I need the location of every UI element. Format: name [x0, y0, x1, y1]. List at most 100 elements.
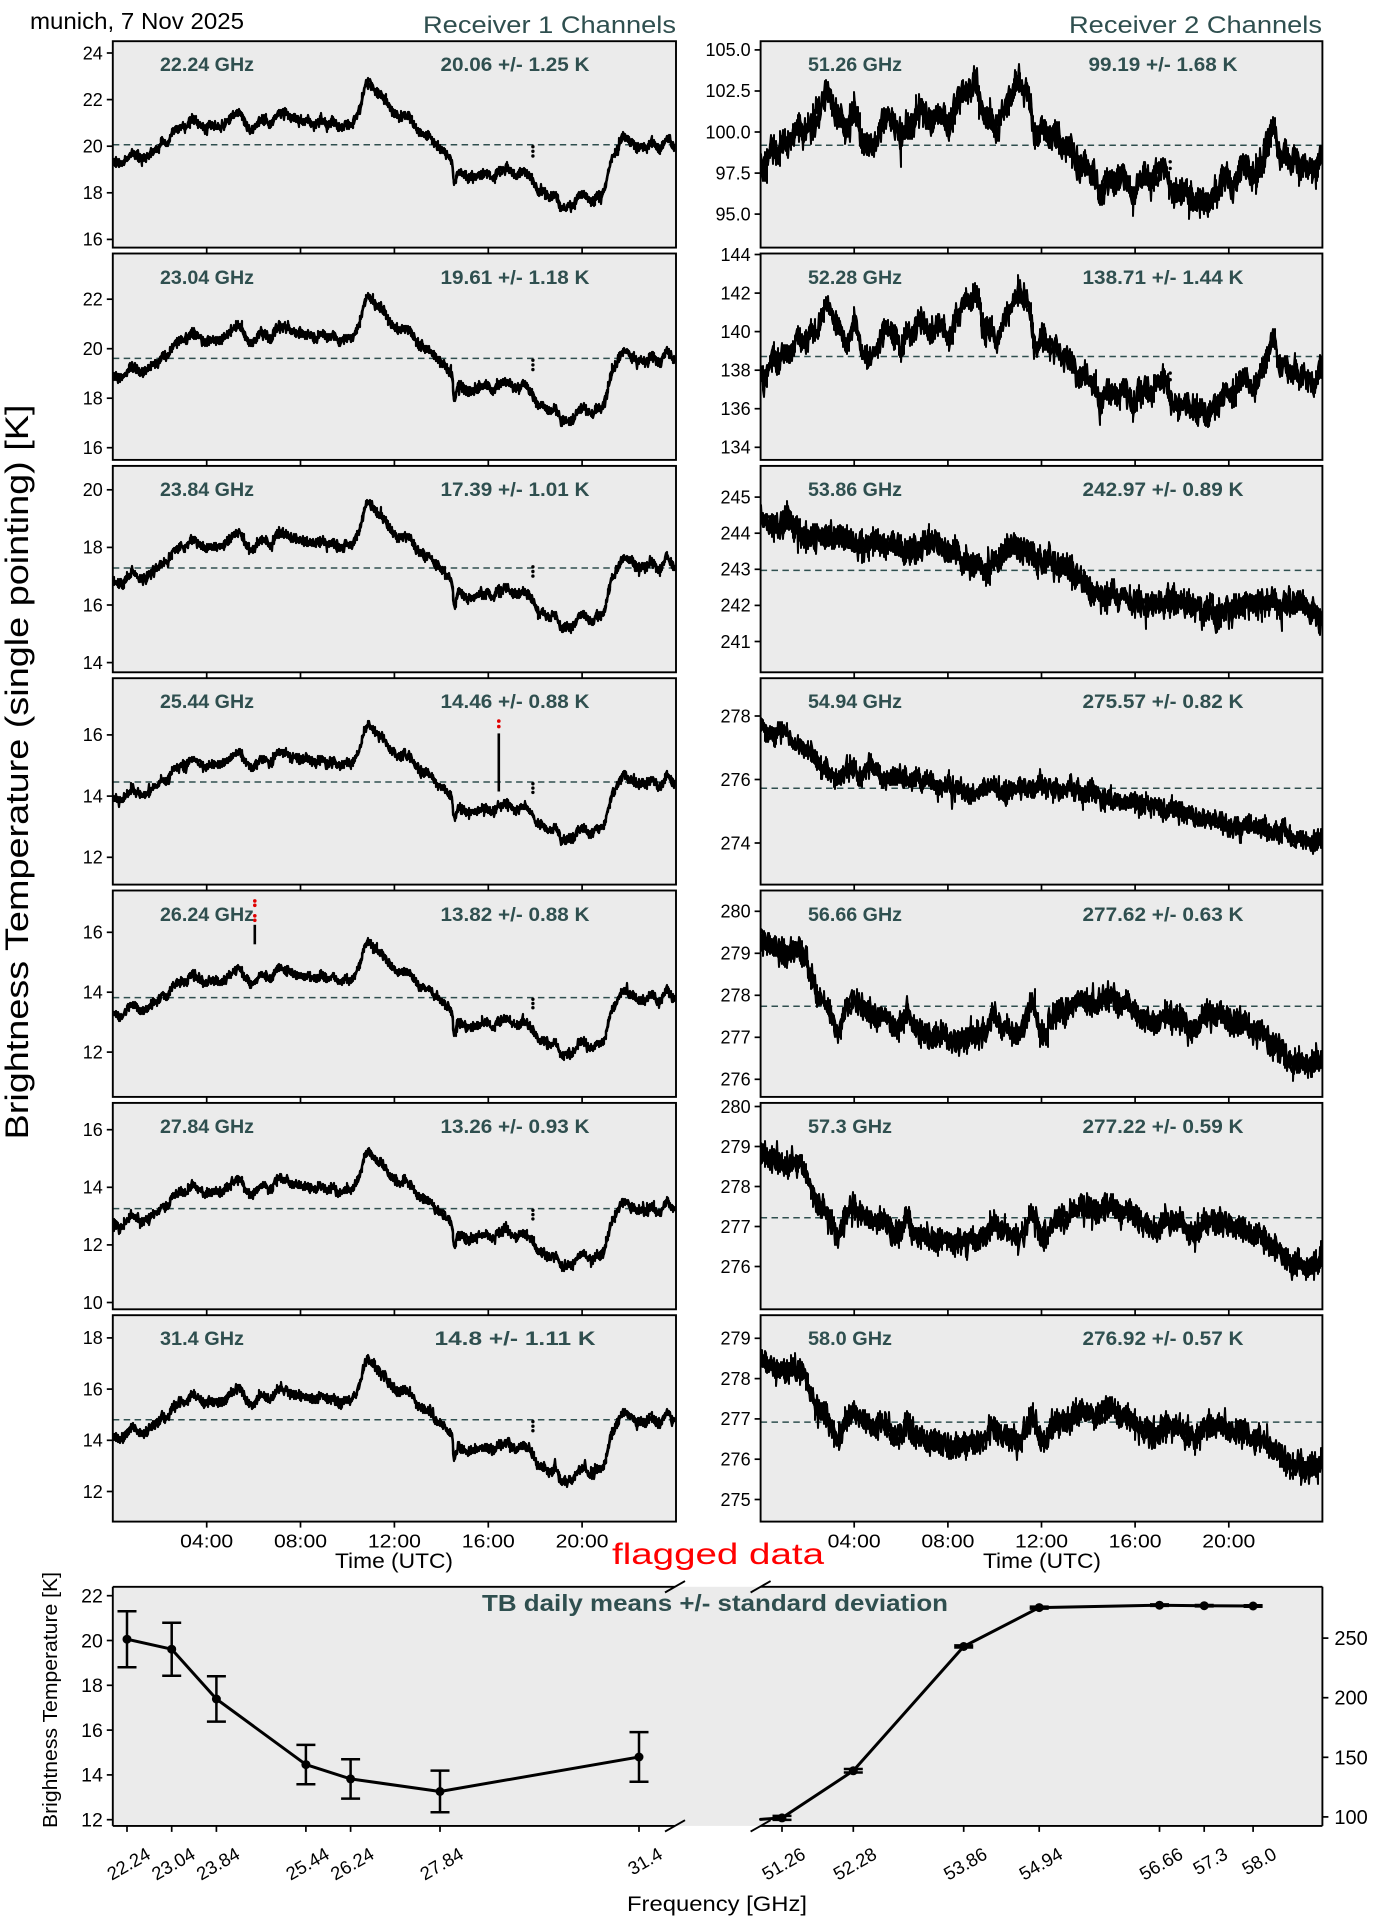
svg-text:14: 14: [83, 653, 103, 673]
svg-text:276: 276: [721, 1070, 751, 1090]
svg-text:277.22 +/- 0.59 K: 277.22 +/- 0.59 K: [1083, 1117, 1244, 1138]
svg-text:53.86 GHz: 53.86 GHz: [808, 480, 902, 501]
svg-text:20:00: 20:00: [1202, 1532, 1255, 1552]
svg-text:16: 16: [83, 230, 103, 250]
svg-text:100.0: 100.0: [706, 122, 751, 142]
svg-text:136: 136: [721, 399, 751, 419]
svg-text:14: 14: [81, 1765, 103, 1787]
svg-text:280: 280: [721, 1097, 751, 1117]
svg-text:138.71 +/- 1.44 K: 138.71 +/- 1.44 K: [1083, 268, 1244, 289]
svg-text:16: 16: [83, 1379, 103, 1399]
svg-text:22.24 GHz: 22.24 GHz: [160, 55, 254, 76]
svg-text:279: 279: [721, 1329, 751, 1349]
svg-text:18: 18: [83, 389, 103, 409]
svg-text:18: 18: [81, 1675, 103, 1697]
svg-text:244: 244: [721, 524, 751, 544]
svg-text:58.0 GHz: 58.0 GHz: [808, 1329, 892, 1350]
svg-text:13.82 +/- 0.88 K: 13.82 +/- 0.88 K: [441, 905, 590, 926]
svg-text:Time (UTC): Time (UTC): [983, 1550, 1101, 1573]
svg-text:08:00: 08:00: [921, 1532, 974, 1552]
svg-text:Receiver 2 Channels: Receiver 2 Channels: [1069, 12, 1322, 39]
svg-text:277: 277: [721, 1028, 751, 1048]
svg-text:241: 241: [721, 632, 751, 652]
svg-text:24: 24: [83, 43, 103, 63]
svg-text:97.5: 97.5: [716, 163, 751, 183]
svg-text:16:00: 16:00: [462, 1532, 515, 1552]
svg-text:19.61 +/- 1.18 K: 19.61 +/- 1.18 K: [441, 268, 590, 289]
svg-text:16: 16: [83, 725, 103, 745]
svg-text:12: 12: [83, 1042, 103, 1062]
svg-text:102.5: 102.5: [706, 81, 751, 101]
svg-text:16: 16: [83, 1120, 103, 1140]
svg-text:242.97 +/- 0.89 K: 242.97 +/- 0.89 K: [1083, 480, 1244, 501]
svg-text:200: 200: [1334, 1688, 1367, 1710]
svg-text:279: 279: [721, 944, 751, 964]
svg-text:276.92 +/- 0.57 K: 276.92 +/- 0.57 K: [1083, 1329, 1244, 1350]
svg-text:16: 16: [81, 1720, 103, 1742]
svg-text:23.04 GHz: 23.04 GHz: [160, 268, 254, 289]
svg-text:12:00: 12:00: [1015, 1532, 1068, 1552]
svg-text:14: 14: [83, 786, 103, 806]
svg-text:20: 20: [83, 339, 103, 359]
svg-text:275.57 +/- 0.82 K: 275.57 +/- 0.82 K: [1083, 692, 1244, 713]
svg-text:243: 243: [721, 560, 751, 580]
svg-text:12: 12: [83, 1482, 103, 1502]
svg-text:14: 14: [83, 1431, 103, 1451]
svg-text:278: 278: [721, 1369, 751, 1389]
svg-text:245: 245: [721, 487, 751, 507]
svg-text:12: 12: [83, 848, 103, 868]
svg-text:144: 144: [721, 245, 751, 265]
svg-text:08:00: 08:00: [274, 1532, 327, 1552]
svg-text:12:00: 12:00: [368, 1532, 421, 1552]
svg-text:276: 276: [721, 770, 751, 790]
svg-text:16: 16: [83, 595, 103, 615]
svg-text:150: 150: [1334, 1747, 1367, 1769]
svg-text:276: 276: [721, 1450, 751, 1470]
svg-text:31.4 GHz: 31.4 GHz: [160, 1329, 244, 1350]
svg-text:25.44 GHz: 25.44 GHz: [160, 692, 254, 713]
svg-text:52.28 GHz: 52.28 GHz: [808, 268, 902, 289]
svg-text:20: 20: [83, 480, 103, 500]
svg-text:Frequency [GHz]: Frequency [GHz]: [627, 1893, 807, 1916]
svg-text:134: 134: [721, 438, 751, 458]
svg-text:274: 274: [721, 833, 751, 853]
svg-text:18: 18: [83, 1328, 103, 1348]
svg-text:Brightness Temperature [K]: Brightness Temperature [K]: [40, 1572, 62, 1828]
svg-text:16:00: 16:00: [1109, 1532, 1162, 1552]
svg-text:278: 278: [721, 986, 751, 1006]
svg-text:12: 12: [81, 1810, 103, 1832]
svg-text:18: 18: [83, 538, 103, 558]
svg-text:17.39 +/- 1.01 K: 17.39 +/- 1.01 K: [441, 480, 590, 501]
svg-text:277.62 +/- 0.63 K: 277.62 +/- 0.63 K: [1083, 905, 1244, 926]
svg-text:22: 22: [81, 1586, 103, 1608]
svg-text:16: 16: [83, 923, 103, 943]
svg-text:14: 14: [83, 1178, 103, 1198]
svg-text:14: 14: [83, 983, 103, 1003]
svg-text:278: 278: [721, 1177, 751, 1197]
svg-text:280: 280: [721, 902, 751, 922]
svg-text:27.84 GHz: 27.84 GHz: [160, 1117, 254, 1138]
svg-text:flagged data: flagged data: [612, 1538, 824, 1571]
svg-text:278: 278: [721, 706, 751, 726]
svg-text:54.94 GHz: 54.94 GHz: [808, 692, 902, 713]
svg-text:20.06 +/- 1.25 K: 20.06 +/- 1.25 K: [441, 55, 590, 76]
svg-text:12: 12: [83, 1235, 103, 1255]
svg-text:TB daily means +/- standard de: TB daily means +/- standard deviation: [482, 1590, 948, 1616]
svg-text:276: 276: [721, 1257, 751, 1277]
svg-text:Brightness Temperature (single: Brightness Temperature (single pointing)…: [0, 405, 35, 1140]
svg-text:20: 20: [81, 1630, 103, 1652]
svg-text:Receiver 1 Channels: Receiver 1 Channels: [423, 12, 676, 39]
svg-text:275: 275: [721, 1490, 751, 1510]
svg-text:munich, 7 Nov 2025: munich, 7 Nov 2025: [30, 8, 244, 34]
svg-text:26.24 GHz: 26.24 GHz: [160, 905, 254, 926]
svg-text:13.26 +/- 0.93 K: 13.26 +/- 0.93 K: [441, 1117, 590, 1138]
svg-text:20: 20: [83, 137, 103, 157]
svg-text:18: 18: [83, 183, 103, 203]
svg-text:277: 277: [721, 1217, 751, 1237]
svg-text:142: 142: [721, 283, 751, 303]
svg-text:242: 242: [721, 596, 751, 616]
svg-text:99.19 +/- 1.68 K: 99.19 +/- 1.68 K: [1089, 55, 1238, 76]
svg-text:140: 140: [721, 322, 751, 342]
svg-text:95.0: 95.0: [716, 204, 751, 224]
svg-text:14.46 +/- 0.88 K: 14.46 +/- 0.88 K: [441, 692, 590, 713]
